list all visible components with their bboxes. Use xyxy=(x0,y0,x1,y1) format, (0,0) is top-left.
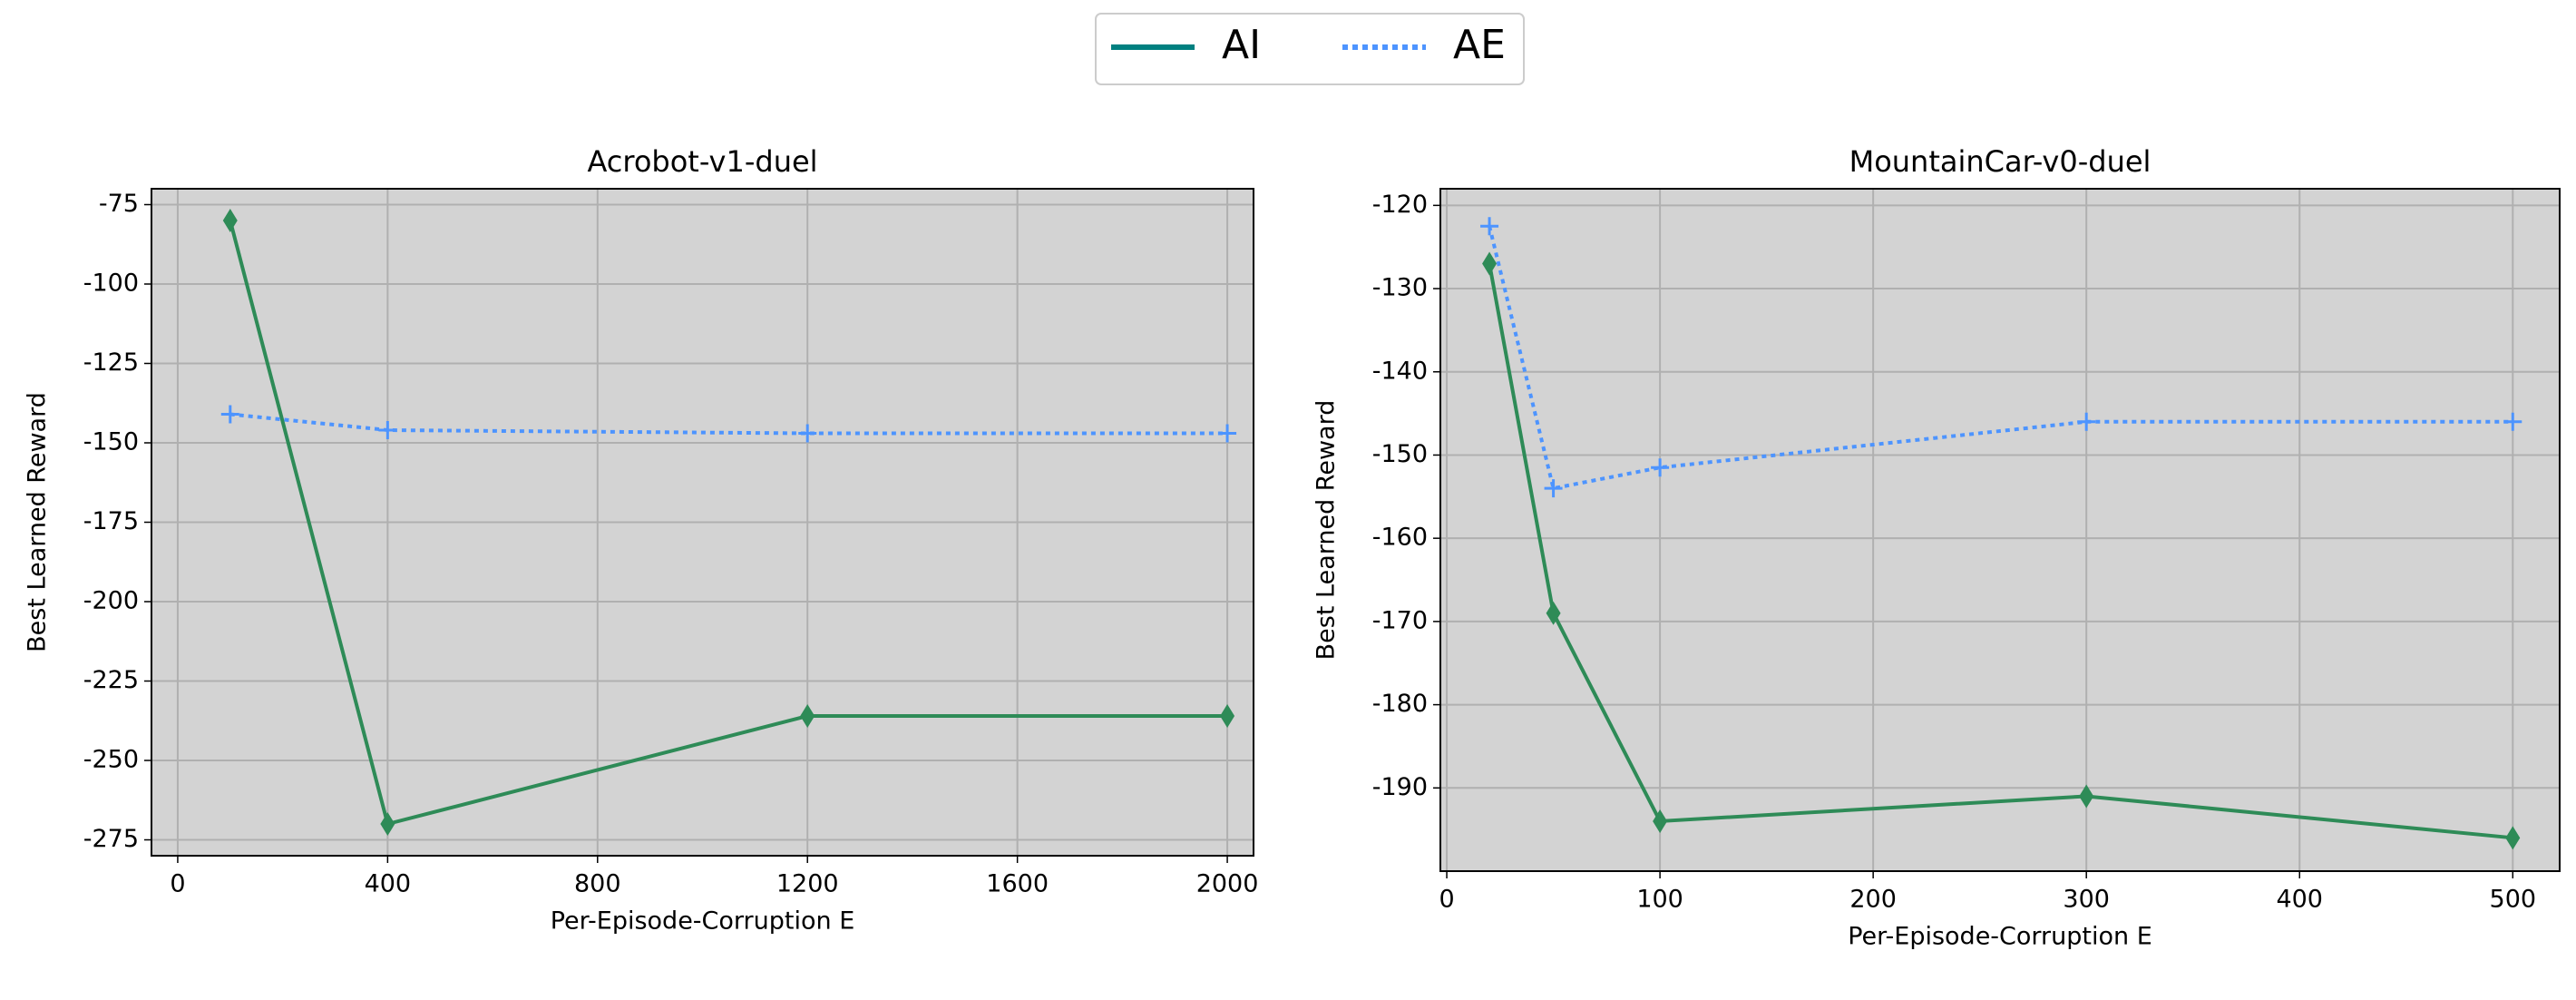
y-tick-label: -170 xyxy=(1372,606,1428,634)
chart-title: MountainCar-v0-duel xyxy=(1849,144,2152,179)
x-tick-label: 1200 xyxy=(776,870,839,898)
y-tick-label: -180 xyxy=(1372,690,1428,718)
y-tick-label: -225 xyxy=(83,666,139,694)
x-tick-label: 100 xyxy=(1636,886,1683,914)
marker xyxy=(800,704,815,728)
marker xyxy=(2503,412,2522,431)
y-axis-label: Best Learned Reward xyxy=(1312,400,1341,661)
y-tick-label: -250 xyxy=(83,746,139,774)
x-tick-label: 400 xyxy=(365,870,412,898)
marker xyxy=(1653,809,1668,833)
y-tick-label: -150 xyxy=(83,428,139,456)
marker xyxy=(220,405,239,424)
x-axis-label: Per-Episode-Corruption E xyxy=(551,907,855,936)
x-tick-label: 1600 xyxy=(986,870,1049,898)
marker xyxy=(1220,704,1235,728)
marker xyxy=(222,209,238,232)
marker xyxy=(1651,458,1670,477)
y-tick-label: -75 xyxy=(99,190,139,218)
marker xyxy=(1218,424,1237,443)
y-tick-label: -190 xyxy=(1372,773,1428,801)
y-tick-label: -125 xyxy=(83,348,139,377)
legend-label: AE xyxy=(1453,22,1506,68)
legend-box xyxy=(1095,13,1525,85)
series-line xyxy=(228,220,1228,827)
y-tick-label: -140 xyxy=(1372,357,1428,385)
y-tick-label: -275 xyxy=(83,825,139,853)
y-tick-label: -160 xyxy=(1372,524,1428,552)
y-tick-label: -100 xyxy=(83,270,139,298)
y-tick-label: -150 xyxy=(1372,440,1428,468)
marker xyxy=(378,421,397,439)
x-tick-label: 0 xyxy=(170,870,185,898)
marker xyxy=(1480,217,1499,236)
marker xyxy=(1544,479,1563,498)
marker xyxy=(1546,601,1561,625)
y-tick-label: -200 xyxy=(83,587,139,615)
plot-frame xyxy=(151,188,1254,857)
x-tick-label: 2000 xyxy=(1196,870,1259,898)
marker xyxy=(798,424,817,443)
y-axis-label: Best Learned Reward xyxy=(24,392,52,652)
x-tick-label: 300 xyxy=(2063,886,2110,914)
marker xyxy=(1482,251,1498,276)
x-tick-label: 200 xyxy=(1849,886,1897,914)
x-tick-label: 400 xyxy=(2276,886,2323,914)
x-tick-label: 0 xyxy=(1439,886,1454,914)
chart-title: Acrobot-v1-duel xyxy=(587,144,817,179)
marker xyxy=(2505,826,2521,850)
plot-frame xyxy=(1439,188,2561,872)
marker xyxy=(2077,412,2096,431)
y-tick-label: -120 xyxy=(1372,191,1428,219)
marker xyxy=(2079,784,2094,809)
y-tick-label: -175 xyxy=(83,507,139,535)
legend-label: AI xyxy=(1222,22,1261,68)
plot-area xyxy=(1440,189,2560,871)
y-tick-label: -130 xyxy=(1372,274,1428,302)
x-tick-label: 800 xyxy=(574,870,621,898)
marker xyxy=(380,812,395,836)
x-axis-label: Per-Episode-Corruption E xyxy=(1848,923,2152,951)
x-tick-label: 500 xyxy=(2490,886,2537,914)
